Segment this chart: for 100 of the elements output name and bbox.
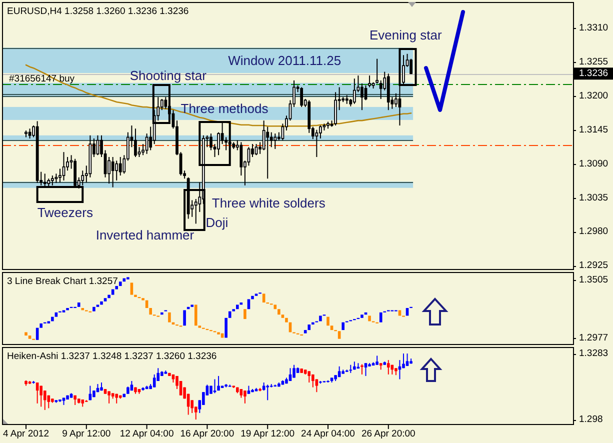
candlestick [352, 78, 356, 104]
ref-line-label: #31656147 buy [9, 74, 75, 85]
annotation: Tweezers [37, 205, 94, 220]
y-tick-label: 1.2925 [579, 260, 608, 272]
candlestick [266, 384, 269, 401]
candlestick [179, 380, 182, 396]
candlestick [402, 353, 405, 369]
chart-title: 3 Line Break Chart 1.3257 [7, 276, 118, 287]
candlestick [312, 374, 314, 388]
candlestick [376, 58, 379, 84]
bar [130, 282, 134, 295]
candlestick [394, 92, 398, 108]
bar [149, 308, 152, 315]
bar [77, 302, 80, 307]
y-tick-label: 1.3145 [579, 124, 608, 136]
y-tick-label: 1.3283 [579, 348, 608, 360]
candlestick [50, 175, 54, 186]
bar [247, 299, 250, 310]
candlestick [410, 58, 412, 74]
candlestick [379, 80, 382, 100]
bar [236, 304, 239, 310]
bar [368, 316, 371, 322]
candlestick [28, 128, 32, 139]
bar [251, 296, 254, 300]
bar [40, 323, 42, 328]
bar [194, 304, 198, 326]
candlestick [315, 129, 318, 158]
bar [379, 312, 382, 322]
bar [115, 286, 118, 290]
bar [312, 322, 314, 325]
candlestick [210, 133, 212, 151]
bar [304, 330, 307, 334]
candlestick [364, 362, 368, 376]
candlestick [108, 390, 110, 404]
bar [262, 294, 266, 302]
x-tick-label: 12 Apr 04:00 [120, 428, 174, 440]
candlestick [308, 370, 311, 384]
bar [183, 310, 186, 326]
candlestick [43, 173, 46, 188]
x-tick-label: 24 Apr 04:00 [301, 428, 355, 440]
bar [278, 309, 280, 315]
y-tick-label: 1.3090 [579, 158, 608, 170]
bar [108, 294, 110, 298]
candlestick [217, 132, 220, 156]
annotation: Doji [206, 215, 228, 230]
y-tick-label: 1.2980 [579, 226, 608, 238]
candlestick [254, 144, 258, 156]
bar [342, 322, 344, 330]
candlestick [402, 54, 405, 86]
bar [338, 331, 341, 339]
candlestick [217, 375, 220, 392]
candlestick [81, 170, 84, 186]
y-tick-label: 1.3255 [579, 56, 608, 68]
candlestick [115, 160, 118, 181]
candlestick [134, 128, 137, 158]
y-tick-label: 1.2977 [579, 332, 608, 344]
band-label: Window 2011.11.25 [228, 52, 342, 68]
bar [168, 312, 171, 322]
candlestick [300, 86, 304, 108]
candlestick [319, 125, 322, 139]
bar [360, 314, 364, 318]
bar [28, 336, 32, 339]
y-tick-label: 1.3200 [579, 90, 608, 102]
bar [281, 314, 284, 318]
bar [285, 318, 288, 322]
candlestick [118, 156, 122, 176]
bar [330, 326, 334, 330]
candlestick [244, 390, 246, 404]
candlestick [398, 83, 402, 126]
candlestick [108, 156, 110, 184]
x-tick-label: 9 Apr 12:00 [62, 428, 111, 440]
bar [100, 301, 103, 305]
y-tick-label: 1.3310 [579, 22, 608, 34]
candlestick [266, 126, 270, 180]
annotation: Inverted hammer [96, 228, 195, 242]
candlestick [54, 173, 58, 184]
bar [224, 318, 228, 338]
candlestick [334, 92, 337, 126]
candlestick [315, 378, 318, 393]
candlestick [40, 385, 42, 408]
x-tick-label: 19 Apr 12:00 [240, 428, 295, 440]
y-tick-label: 1.3505 [579, 274, 608, 286]
bar [160, 312, 164, 315]
candlestick [387, 360, 390, 375]
candlestick [58, 168, 62, 183]
candlestick [111, 156, 114, 188]
x-tick-label: 4 Apr 2012 [3, 428, 49, 440]
candlestick [43, 390, 46, 410]
x-tick-label: 16 Apr 20:00 [180, 428, 234, 440]
bar [319, 316, 322, 322]
chart-title: Heiken-Ashi 1.3237 1.3248 1.3237 1.3260 1.3236 [7, 351, 217, 362]
bar [51, 316, 54, 322]
bar [326, 316, 330, 326]
bar [228, 311, 232, 318]
ref-line-label: 1.3236 [579, 68, 608, 80]
bar [92, 306, 96, 312]
annotation: Three white solders [212, 196, 326, 210]
candlestick [292, 364, 296, 378]
bar [274, 304, 277, 310]
y-tick-label: 1.298 [579, 414, 603, 426]
